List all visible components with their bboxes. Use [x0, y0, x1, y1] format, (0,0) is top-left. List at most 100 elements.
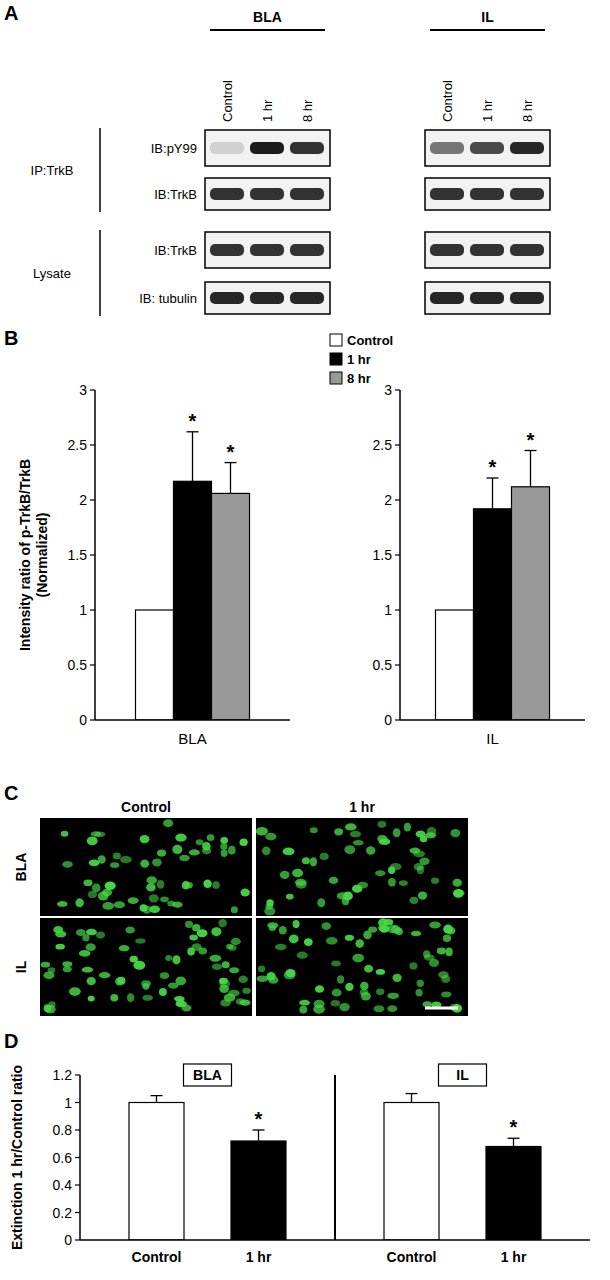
nucleus — [202, 842, 211, 851]
nucleus — [265, 904, 273, 910]
x-axis — [80, 1239, 590, 1241]
region-title: IL — [481, 9, 494, 25]
panel-label: C — [4, 782, 18, 804]
y-tick — [90, 664, 95, 665]
nucleus — [110, 862, 119, 868]
group-separator — [334, 1075, 336, 1240]
nucleus — [392, 974, 401, 982]
nucleus — [176, 999, 184, 1007]
bar — [436, 610, 474, 720]
nucleus — [416, 830, 426, 837]
row-label: IB:pY99 — [151, 141, 197, 156]
nucleus — [425, 832, 436, 838]
x-category-label: IL — [486, 730, 499, 747]
nucleus — [141, 980, 151, 986]
error-cap — [151, 1095, 163, 1096]
y-tick-label: 1.5 — [373, 547, 393, 563]
band — [210, 244, 244, 256]
nucleus — [203, 879, 211, 887]
band — [290, 142, 324, 154]
nucleus — [175, 833, 186, 841]
panel-label: B — [4, 327, 18, 349]
nucleus — [399, 880, 408, 886]
nucleus — [409, 962, 417, 969]
nucleus — [179, 855, 189, 862]
nucleus — [75, 898, 83, 907]
nucleus — [222, 961, 230, 968]
nucleus — [94, 831, 105, 837]
group-label: Lysate — [33, 266, 71, 281]
y-tick — [90, 389, 95, 390]
nucleus — [98, 892, 109, 901]
y-axis-label: Extinction 1 hr/Control ratio — [9, 1065, 25, 1250]
nucleus — [88, 996, 95, 1002]
nucleus — [257, 975, 269, 982]
nucleus — [299, 1000, 310, 1006]
nucleus — [197, 929, 208, 937]
band — [290, 292, 324, 304]
nucleus — [320, 853, 329, 860]
nucleus — [53, 926, 63, 933]
nucleus — [423, 1001, 432, 1007]
x-category-label: 1 hr — [246, 1249, 272, 1265]
bar — [129, 1103, 184, 1241]
nucleus — [296, 881, 307, 889]
nucleus — [119, 945, 130, 951]
nucleus — [86, 943, 96, 951]
nucleus — [147, 876, 157, 884]
error-stem — [530, 451, 531, 487]
nucleus — [283, 848, 295, 856]
y-tick — [90, 554, 95, 555]
nucleus — [110, 994, 118, 1002]
nucleus — [409, 897, 418, 904]
nucleus — [99, 972, 110, 978]
x-axis — [400, 719, 585, 721]
image-background — [40, 918, 252, 1016]
error-stem — [258, 1130, 259, 1141]
error-stem — [156, 1096, 157, 1103]
nucleus — [326, 937, 338, 945]
nucleus — [149, 894, 159, 902]
nucleus — [378, 925, 390, 932]
y-tick — [75, 1239, 80, 1240]
nucleus — [231, 906, 238, 913]
nucleus — [363, 930, 372, 939]
nucleus — [453, 879, 462, 887]
nucleus — [160, 897, 169, 903]
error-stem — [492, 478, 493, 509]
y-tick-label: 0.8 — [53, 1122, 73, 1138]
lane-label: 1 hr — [260, 99, 275, 122]
nucleus — [220, 837, 228, 843]
nucleus — [292, 920, 299, 928]
y-tick-label: 1 — [384, 602, 392, 618]
nucleus — [152, 858, 162, 866]
nucleus — [366, 846, 375, 855]
nucleus — [185, 921, 193, 928]
blot-strip — [205, 282, 330, 314]
x-category-label: BLA — [178, 730, 206, 747]
band — [290, 188, 324, 200]
nucleus — [128, 897, 139, 904]
nucleus — [207, 834, 215, 841]
nucleus — [410, 848, 421, 854]
y-tick-label: 1.5 — [68, 547, 88, 563]
nucleus — [157, 880, 164, 889]
y-tick — [90, 609, 95, 610]
nucleus — [125, 926, 135, 933]
y-tick-label: 1 — [79, 602, 87, 618]
blot-strip — [205, 130, 330, 166]
error-stem — [230, 463, 231, 494]
row-label: IL — [13, 960, 29, 973]
nucleus — [388, 878, 396, 886]
nucleus — [286, 894, 294, 900]
nucleus — [239, 976, 248, 983]
nucleus — [393, 828, 401, 837]
nucleus — [262, 846, 271, 855]
legend-label: Control — [347, 333, 393, 348]
blot-strip — [205, 178, 330, 210]
y-tick-label: 0.5 — [373, 657, 393, 673]
micrograph — [40, 818, 252, 916]
micrograph — [256, 818, 468, 916]
nucleus — [345, 935, 354, 941]
y-tick — [75, 1184, 80, 1185]
